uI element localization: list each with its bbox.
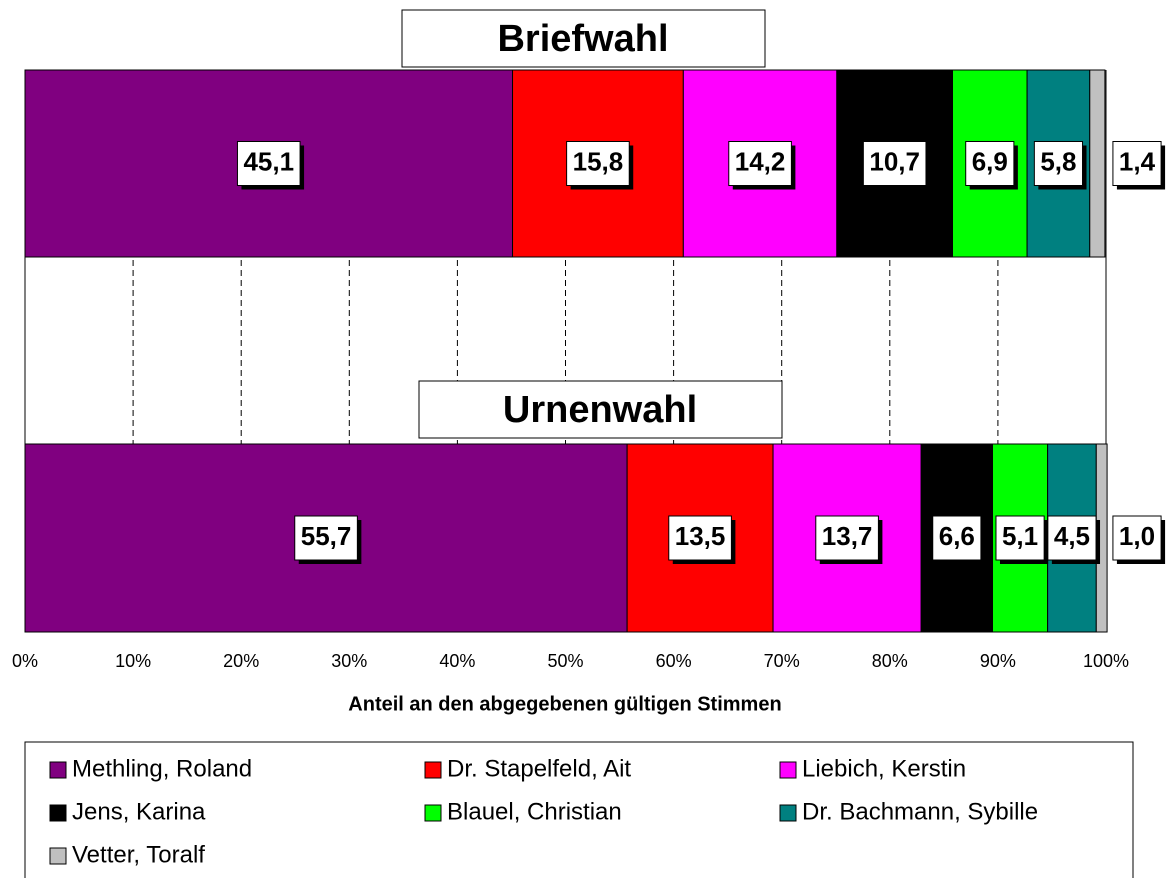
data-label: 10,7 xyxy=(869,146,920,176)
bar-segment xyxy=(1089,69,1106,258)
x-tick-label: 80% xyxy=(872,651,908,671)
legend-label: Vetter, Toralf xyxy=(72,841,205,868)
data-label-box xyxy=(995,515,1045,561)
data-label: 45,1 xyxy=(243,146,294,176)
x-tick-label: 50% xyxy=(547,651,583,671)
data-label-box xyxy=(236,141,301,186)
data-label: 4,5 xyxy=(1054,521,1090,551)
legend-label: Dr. Stapelfeld, Ait xyxy=(447,755,631,782)
data-label-box xyxy=(294,515,358,561)
legend-label: Dr. Bachmann, Sybille xyxy=(802,798,1038,825)
category-label: Briefwahl xyxy=(497,18,668,60)
data-label: 55,7 xyxy=(301,521,352,551)
x-tick-label: 30% xyxy=(331,651,367,671)
data-label-box xyxy=(1033,141,1084,186)
legend-swatch xyxy=(49,804,67,822)
x-axis-title: Anteil an den abgegebenen gültigen Stimm… xyxy=(348,693,781,715)
legend-label: Methling, Roland xyxy=(72,755,252,782)
x-tick-label: 100% xyxy=(1083,651,1129,671)
legend-swatch xyxy=(779,804,797,822)
data-label: 1,0 xyxy=(1119,521,1155,551)
data-label: 6,9 xyxy=(972,146,1008,176)
legend-swatch xyxy=(424,804,442,822)
data-label-box xyxy=(965,141,1015,186)
legend-swatch xyxy=(49,761,67,779)
data-label-box xyxy=(728,141,792,186)
data-label: 13,7 xyxy=(822,521,873,551)
x-tick-label: 90% xyxy=(980,651,1016,671)
data-label: 13,5 xyxy=(675,521,726,551)
data-label: 5,8 xyxy=(1040,146,1076,176)
x-tick-label: 20% xyxy=(223,651,259,671)
data-label: 6,6 xyxy=(939,521,975,551)
legend-swatch xyxy=(779,761,797,779)
x-tick-label: 10% xyxy=(115,651,151,671)
data-label: 15,8 xyxy=(573,146,624,176)
category-label-box xyxy=(418,380,783,439)
data-label: 14,2 xyxy=(735,146,786,176)
data-label-box xyxy=(1112,515,1162,561)
x-tick-label: 60% xyxy=(656,651,692,671)
category-label: Urnenwahl xyxy=(503,389,697,431)
legend-label: Liebich, Kerstin xyxy=(802,755,966,782)
data-label-box xyxy=(1047,515,1097,561)
data-label-box xyxy=(668,515,732,561)
x-tick-label: 40% xyxy=(439,651,475,671)
data-label: 1,4 xyxy=(1119,146,1156,176)
data-label-box xyxy=(1112,141,1162,186)
legend: Methling, Roland Dr. Stapelfeld, Ait Liebi… xyxy=(49,755,1038,868)
data-label-box xyxy=(815,515,879,561)
category-label-box xyxy=(401,9,766,68)
legend-swatch xyxy=(424,761,442,779)
data-label: 5,1 xyxy=(1002,521,1038,551)
legend-label: Blauel, Christian xyxy=(447,798,622,825)
data-label-box xyxy=(862,141,927,186)
data-label-box xyxy=(932,515,982,561)
legend-box xyxy=(24,741,1134,878)
legend-swatch xyxy=(49,847,67,865)
labels: 45,1 15,8 14,2 10,7 6,9 5,8 1,4 55,7 13,5 13,7 6,6… xyxy=(236,141,1166,564)
x-tick-label: 70% xyxy=(764,651,800,671)
legend-label: Jens, Karina xyxy=(72,798,206,825)
x-tick-label: 0% xyxy=(12,651,38,671)
data-label-box xyxy=(566,141,630,186)
